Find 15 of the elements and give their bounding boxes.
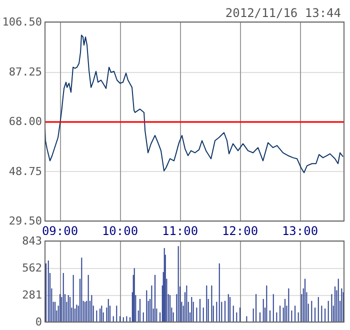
chart-title: 2012/11/16 13:44 <box>225 6 341 20</box>
y-tick-label: 29.50 <box>8 214 42 228</box>
y-tick-label: 68.00 <box>8 115 42 128</box>
y-tick-label: 843 <box>22 234 42 248</box>
x-tick-label: 13:00 <box>282 224 318 238</box>
x-tick-label: 09:00 <box>42 224 78 238</box>
y-tick-label: 0 <box>35 316 42 328</box>
y-tick-label: 562 <box>22 262 42 274</box>
x-tick-label: 10:00 <box>102 224 138 238</box>
y-tick-label: 48.75 <box>8 164 42 178</box>
y-tick-label: 281 <box>22 288 42 302</box>
x-tick-label: 11:00 <box>162 224 198 238</box>
y-tick-label: 106.50 <box>2 16 42 28</box>
x-tick-label: 12:00 <box>222 224 258 238</box>
y-tick-label: 87.25 <box>8 65 42 78</box>
